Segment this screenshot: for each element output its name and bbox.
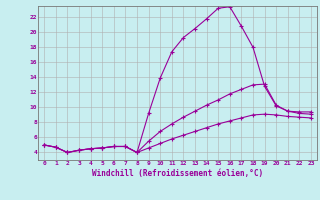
X-axis label: Windchill (Refroidissement éolien,°C): Windchill (Refroidissement éolien,°C)	[92, 169, 263, 178]
